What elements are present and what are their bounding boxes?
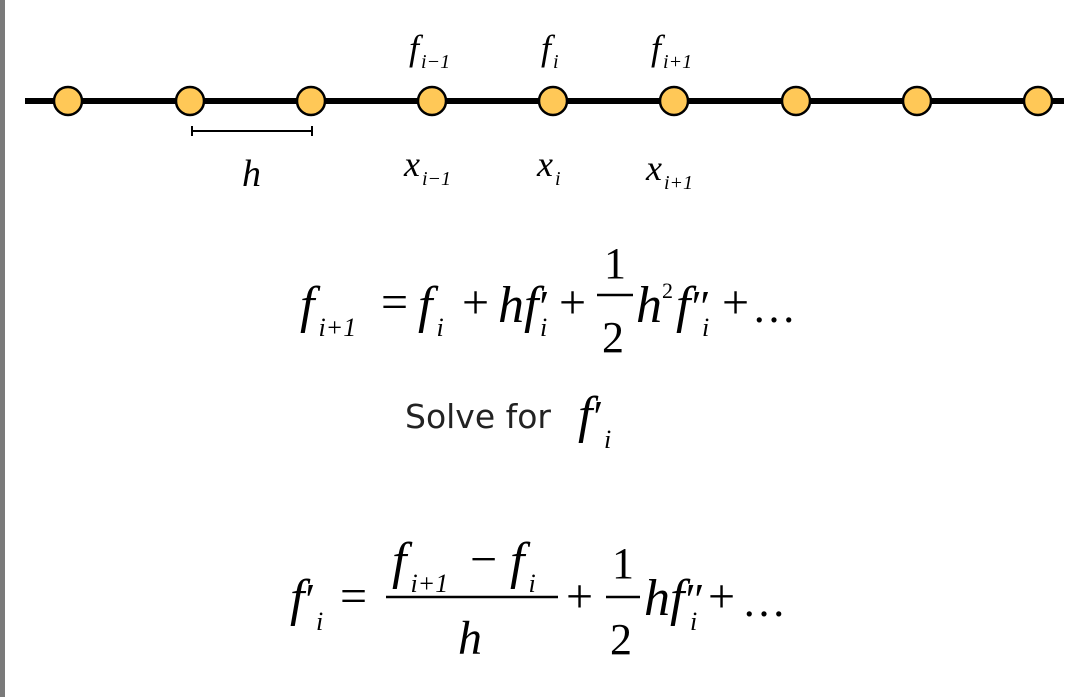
grid-node bbox=[174, 85, 206, 117]
svg-text:fi+1: f i+1 bbox=[392, 533, 448, 598]
f-label-i-minus-1: f i−1 bbox=[409, 28, 450, 73]
svg-text:1: 1 bbox=[604, 239, 626, 288]
grid-node bbox=[416, 85, 448, 117]
grid-node bbox=[780, 85, 812, 117]
window-left-edge bbox=[0, 0, 5, 697]
svg-text:fi: fi bbox=[418, 277, 444, 342]
svg-text:h: h bbox=[458, 612, 482, 665]
svg-text:i: i bbox=[702, 313, 709, 342]
grid-nodes bbox=[52, 85, 1054, 117]
svg-text:…: … bbox=[742, 577, 786, 626]
svg-text:+: + bbox=[566, 570, 593, 623]
spacing-label: h bbox=[242, 153, 261, 195]
x-label-i-minus-1: x i−1 bbox=[403, 144, 451, 190]
svg-text:f′: f′ bbox=[578, 387, 601, 444]
grid-node bbox=[52, 85, 84, 117]
svg-text:=: = bbox=[340, 570, 367, 623]
svg-text:i: i bbox=[690, 607, 697, 636]
svg-text:1: 1 bbox=[612, 539, 634, 588]
grid-node bbox=[901, 85, 933, 117]
grid-node bbox=[537, 85, 569, 117]
svg-text:2: 2 bbox=[610, 615, 632, 664]
svg-text:hf″: hf″ bbox=[644, 570, 702, 627]
svg-text:fi+1: f i+1 bbox=[300, 277, 356, 342]
svg-text:=: = bbox=[381, 276, 408, 329]
svg-text:…: … bbox=[752, 283, 796, 332]
grid-node bbox=[295, 85, 327, 117]
svg-text:fi: fi bbox=[510, 533, 536, 598]
solve-for-label: Solve for bbox=[405, 397, 552, 436]
spacing-bracket bbox=[191, 126, 313, 136]
svg-text:+: + bbox=[708, 570, 735, 623]
svg-text:hf′: hf′ bbox=[498, 277, 547, 334]
svg-text:f″: f″ bbox=[676, 277, 708, 334]
svg-text:i: i bbox=[604, 425, 611, 454]
f-label-i-plus-1: f i+1 bbox=[651, 28, 692, 73]
svg-text:f′: f′ bbox=[290, 570, 313, 627]
grid-node bbox=[1022, 85, 1054, 117]
svg-text:i: i bbox=[540, 313, 547, 342]
x-label-i-plus-1: x i+1 bbox=[645, 148, 693, 194]
svg-text:−: − bbox=[470, 533, 497, 586]
svg-text:h: h bbox=[636, 277, 662, 334]
solve-for-target: f′ i bbox=[578, 387, 611, 454]
svg-text:+: + bbox=[462, 276, 489, 329]
svg-text:+: + bbox=[722, 276, 749, 329]
grid-node bbox=[658, 85, 690, 117]
svg-text:i: i bbox=[316, 607, 323, 636]
svg-text:+: + bbox=[559, 276, 586, 329]
svg-text:2: 2 bbox=[662, 278, 673, 303]
svg-text:2: 2 bbox=[602, 313, 624, 362]
